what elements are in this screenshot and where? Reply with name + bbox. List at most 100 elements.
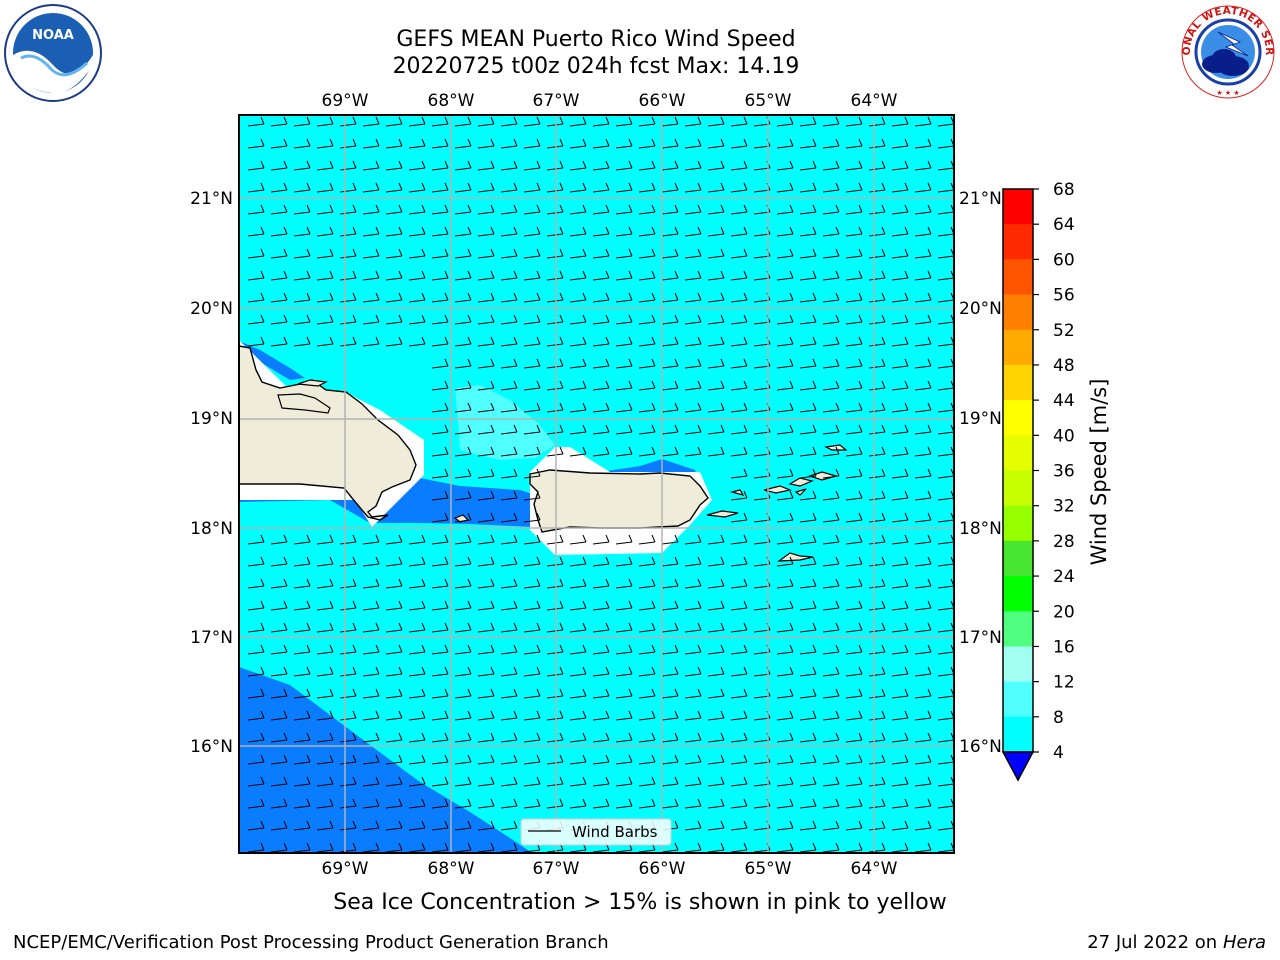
wind-barb xyxy=(362,600,380,611)
wind-barb xyxy=(592,424,610,435)
wind-barb xyxy=(477,556,495,567)
wind-barb xyxy=(799,754,817,765)
wind-barb xyxy=(730,336,748,347)
colorbar-segment xyxy=(1003,505,1033,542)
wind-barb xyxy=(914,402,932,413)
wind-barb xyxy=(868,182,886,193)
wind-barb xyxy=(408,754,426,765)
wind-barb xyxy=(408,710,426,721)
wind-barb xyxy=(684,248,702,259)
wind-barb xyxy=(270,270,288,281)
wind-barb xyxy=(316,226,334,237)
wind-barb xyxy=(477,622,495,633)
wind-barb xyxy=(707,160,725,171)
wind-barb xyxy=(707,732,725,743)
wind-barb xyxy=(592,116,610,127)
wind-barb xyxy=(523,644,541,655)
wind-barb xyxy=(592,226,610,237)
wind-barb xyxy=(316,666,334,677)
wind-barb xyxy=(546,644,564,655)
moderate-wind-region xyxy=(455,385,555,460)
wind-barb xyxy=(776,402,794,413)
wind-barb xyxy=(799,820,817,831)
wind-barb xyxy=(707,182,725,193)
wind-barb xyxy=(431,424,449,435)
wind-barb xyxy=(776,820,794,831)
wind-barb xyxy=(385,754,403,765)
wind-barb xyxy=(615,666,633,677)
wind-barb xyxy=(730,842,748,853)
wind-barb xyxy=(776,336,794,347)
wind-barb xyxy=(638,248,656,259)
wind-barb xyxy=(822,622,840,633)
wind-barb xyxy=(730,732,748,743)
wind-barb xyxy=(454,490,472,501)
wind-barb xyxy=(615,116,633,127)
wind-barb xyxy=(385,314,403,325)
land-culebra xyxy=(729,489,745,496)
wind-barb xyxy=(523,204,541,215)
wind-barb xyxy=(615,336,633,347)
wind-barb xyxy=(500,160,518,171)
wind-barb xyxy=(638,732,656,743)
wind-barb xyxy=(730,446,748,457)
wind-barb xyxy=(799,314,817,325)
colorbar-tick-label: 28 xyxy=(1053,532,1075,552)
wind-barb xyxy=(707,688,725,699)
wind-barb xyxy=(914,512,932,523)
title-line2: 20220725 t00z 024h fcst Max: 14.19 xyxy=(392,54,800,79)
wind-barb xyxy=(914,798,932,809)
wind-barb xyxy=(569,116,587,127)
wind-barb xyxy=(891,732,909,743)
wind-barb xyxy=(431,116,449,127)
wind-barb xyxy=(868,380,886,391)
low-wind-region-east-pr xyxy=(600,459,700,490)
wind-barb xyxy=(270,182,288,193)
wind-barb xyxy=(684,600,702,611)
wind-barb xyxy=(638,776,656,787)
wind-barb xyxy=(822,138,840,149)
wind-barb xyxy=(431,138,449,149)
wind-barb xyxy=(776,116,794,127)
wind-barb xyxy=(293,776,311,787)
wind-barb xyxy=(776,138,794,149)
colorbar-segment xyxy=(1003,364,1033,401)
wind-barb xyxy=(592,138,610,149)
wind-barb xyxy=(339,688,357,699)
lat-label: 19°N xyxy=(190,409,233,429)
wind-barb xyxy=(500,358,518,369)
wind-barb xyxy=(845,226,863,237)
wind-barb xyxy=(615,578,633,589)
wind-barb xyxy=(523,732,541,743)
wind-barb xyxy=(569,754,587,765)
wind-barb xyxy=(707,226,725,237)
wind-barb xyxy=(339,138,357,149)
wind-barb xyxy=(339,116,357,127)
wind-barb xyxy=(270,116,288,127)
wind-barb xyxy=(477,380,495,391)
wind-barb xyxy=(339,534,357,545)
wind-barb xyxy=(408,776,426,787)
wind-barb xyxy=(500,732,518,743)
wind-barb xyxy=(845,292,863,303)
wind-barb xyxy=(385,160,403,171)
wind-barb xyxy=(454,666,472,677)
wind-barb xyxy=(730,688,748,699)
wind-barb xyxy=(914,578,932,589)
wind-barb xyxy=(362,534,380,545)
wind-barb xyxy=(638,138,656,149)
wind-barb xyxy=(247,622,265,633)
wind-barb xyxy=(684,578,702,589)
wind-barb xyxy=(891,204,909,215)
wind-barb xyxy=(730,710,748,721)
wind-barb xyxy=(362,160,380,171)
wind-barb xyxy=(845,380,863,391)
wind-barb xyxy=(914,358,932,369)
wind-barb xyxy=(477,314,495,325)
wind-barb xyxy=(454,534,472,545)
wind-barb xyxy=(845,776,863,787)
wind-barb xyxy=(822,182,840,193)
wind-barb xyxy=(569,336,587,347)
wind-barb xyxy=(362,578,380,589)
